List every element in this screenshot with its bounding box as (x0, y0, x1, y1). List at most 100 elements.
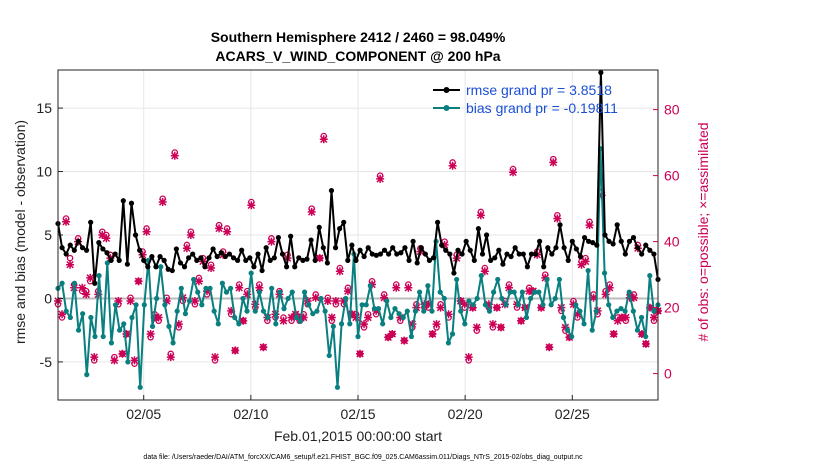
bias-point-105 (486, 308, 493, 314)
bias-point-64 (318, 295, 324, 302)
obs-assimilated-marker-120 (537, 303, 546, 312)
y-right-tick-label-1: 20 (664, 300, 680, 316)
bias-point-73 (355, 333, 361, 340)
obs-assimilated-marker-34 (190, 297, 199, 305)
bias-point-13 (108, 340, 115, 346)
rmse-point-9 (92, 280, 98, 286)
obs-assimilated-marker-102 (464, 353, 473, 362)
obs-assimilated-marker-76 (360, 320, 369, 329)
obs-assimilated-marker-136 (601, 290, 610, 299)
rmse-point-60 (300, 257, 306, 263)
rmse-point-50 (259, 267, 265, 274)
rmse-point-53 (271, 255, 277, 261)
rmse-point-7 (83, 247, 90, 253)
obs-assimilated-marker-145 (637, 330, 646, 338)
bias-point-62 (310, 311, 316, 317)
rmse-point-21 (141, 257, 147, 263)
obs-assimilated-marker-65 (315, 254, 324, 263)
obs-assimilated-marker-3 (66, 260, 75, 269)
obs-assimilated-marker-100 (456, 297, 465, 305)
bias-point-83 (396, 311, 402, 317)
obs-assimilated-marker-83 (388, 330, 397, 338)
legend-rmse-label: rmse grand pr = 3.8518 (466, 82, 612, 98)
obs-assimilated-marker-129 (573, 310, 582, 319)
bias-point-46 (244, 308, 250, 314)
bias-point-19 (133, 302, 139, 308)
bias-point-90 (425, 283, 431, 289)
obs-assimilated-marker-79 (372, 306, 381, 315)
rmse-point-144 (643, 242, 649, 248)
rmse-point-68 (332, 245, 339, 251)
obs-assimilated-marker-98 (448, 161, 457, 170)
y-right-tick-label-0: 0 (664, 366, 672, 382)
bias-point-104 (482, 302, 488, 308)
rmse-point-64 (316, 224, 322, 230)
obs-assimilated-marker-88 (408, 320, 417, 329)
rmse-point-145 (647, 247, 653, 253)
rmse-point-116 (528, 251, 535, 257)
bias-point-51 (264, 314, 271, 321)
rmse-point-28 (169, 267, 175, 274)
rmse-point-140 (626, 238, 633, 244)
bias-point-10 (96, 273, 102, 279)
bias-point-143 (643, 333, 649, 340)
grid-layer (58, 70, 658, 400)
rmse-point-46 (243, 257, 249, 263)
obs-assimilated-marker-40 (215, 224, 224, 233)
rmse-point-59 (296, 255, 302, 261)
bias-point-38 (211, 308, 217, 314)
rmse-point-63 (312, 257, 318, 263)
bias-point-56 (285, 295, 291, 302)
obs-assimilated-marker-106 (480, 267, 489, 276)
bias-point-48 (252, 308, 258, 314)
rmse-point-44 (234, 257, 241, 263)
obs-assimilated-marker-29 (170, 151, 179, 160)
y-tick-label-1: 0 (44, 290, 52, 306)
rmse-point-71 (345, 257, 351, 263)
rmse-point-142 (634, 245, 641, 251)
obs-assimilated-marker-64 (311, 293, 320, 302)
bias-point-95 (445, 340, 452, 346)
bias-point-18 (129, 314, 135, 321)
bias-point-31 (182, 311, 188, 317)
rmse-point-48 (251, 264, 257, 270)
rmse-point-75 (361, 253, 367, 260)
rmse-point-104 (479, 251, 486, 257)
rmse-point-6 (79, 245, 86, 251)
bias-point-24 (154, 295, 160, 302)
bias-point-4 (71, 280, 78, 286)
rmse-point-4 (71, 247, 77, 253)
bias-point-68 (334, 384, 341, 390)
y-tick-label-0: -5 (40, 354, 53, 370)
rmse-point-124 (561, 245, 567, 251)
bias-point-9 (92, 333, 98, 340)
rmse-point-106 (488, 257, 494, 263)
rmse-point-95 (443, 247, 449, 253)
obs-assimilated-marker-74 (351, 313, 360, 322)
obs-assimilated-marker-18 (126, 297, 135, 305)
rmse-point-126 (569, 238, 575, 244)
bias-point-65 (322, 308, 328, 314)
bias-point-59 (297, 318, 304, 324)
rmse-point-25 (157, 253, 163, 260)
bias-point-39 (215, 321, 221, 327)
bias-point-53 (273, 321, 279, 327)
rmse-point-1 (59, 245, 65, 251)
rmse-point-5 (75, 238, 82, 244)
bias-point-136 (614, 308, 620, 314)
obs-assimilated-marker-93 (428, 330, 437, 338)
bias-point-21 (141, 302, 147, 308)
obs-assimilated-marker-115 (517, 316, 526, 325)
bias-point-113 (519, 289, 525, 295)
rmse-point-17 (124, 261, 130, 267)
rmse-point-70 (341, 219, 347, 225)
legend-rmse-marker (443, 87, 450, 93)
footnote: data file: /Users/raeder/DAI/ATM_forcXX/… (143, 454, 583, 461)
rmse-point-138 (618, 238, 624, 244)
bias-point-120 (548, 302, 554, 308)
bias-point-78 (375, 306, 382, 312)
bias-point-98 (458, 308, 464, 314)
obs-assimilated-marker-27 (162, 297, 171, 305)
legend-bias-label: bias grand pr = -0.19811 (466, 100, 618, 116)
obs-assimilated-marker-17 (122, 330, 131, 338)
